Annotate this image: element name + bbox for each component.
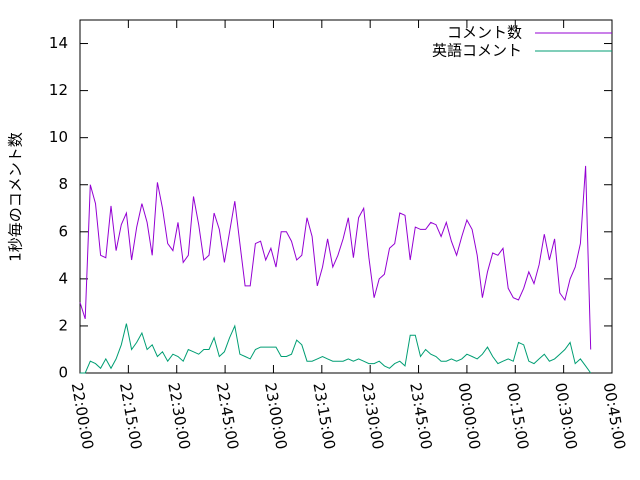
y-tick-label: 2 xyxy=(58,316,68,334)
x-tick-label: 00:30:00 xyxy=(551,381,580,450)
y-tick-label: 6 xyxy=(58,222,68,240)
x-tick-label: 22:00:00 xyxy=(68,381,97,450)
x-tick-label: 22:30:00 xyxy=(164,381,193,450)
y-axis-label: 1秒毎のコメント数 xyxy=(7,132,25,262)
legend-label: 英語コメント xyxy=(432,42,522,60)
series-line xyxy=(80,323,592,374)
x-tick-label: 23:00:00 xyxy=(261,381,290,450)
y-tick-label: 10 xyxy=(49,128,68,146)
x-tick-label: 22:45:00 xyxy=(213,381,242,450)
y-tick-label: 12 xyxy=(49,81,68,99)
plot-border xyxy=(79,19,613,374)
x-tick-label: 00:00:00 xyxy=(455,381,484,450)
y-tick-label: 8 xyxy=(58,175,68,193)
x-tick-label: 00:45:00 xyxy=(600,381,629,450)
y-tick-label: 4 xyxy=(58,269,68,287)
y-tick-label: 14 xyxy=(49,34,68,52)
x-tick-label: 22:15:00 xyxy=(116,381,145,450)
x-tick-label: 23:30:00 xyxy=(358,381,387,450)
x-tick-label: 23:45:00 xyxy=(406,381,435,450)
legend-label: コメント数 xyxy=(447,24,522,42)
x-tick-label: 23:15:00 xyxy=(309,381,338,450)
x-tick-label: 00:15:00 xyxy=(503,381,532,450)
y-tick-label: 0 xyxy=(58,364,68,382)
series-line xyxy=(79,165,592,350)
